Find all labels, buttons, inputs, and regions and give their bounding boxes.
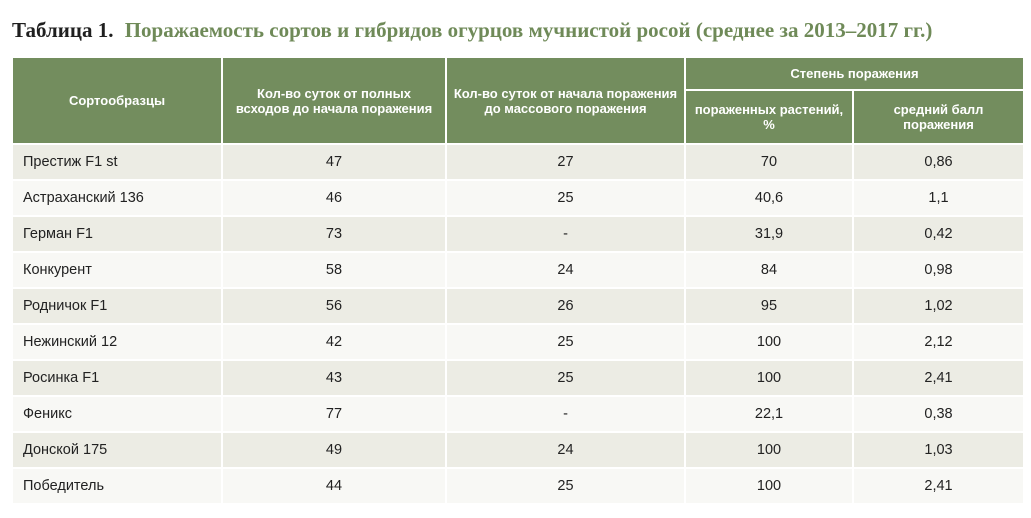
cell-days-to-start: 49 <box>223 433 445 467</box>
cell-score: 0,38 <box>854 397 1024 431</box>
cell-affected-pct: 70 <box>686 145 852 179</box>
cell-days-to-start: 73 <box>223 217 445 251</box>
cell-days-to-start: 46 <box>223 181 445 215</box>
caption-label: Таблица 1. <box>12 18 114 42</box>
table-row: Герман F1 73 - 31,9 0,42 <box>13 217 1024 251</box>
cell-variety: Астраханский 136 <box>13 181 221 215</box>
cell-days-to-mass: 25 <box>447 325 684 359</box>
cell-days-to-start: 43 <box>223 361 445 395</box>
cell-score: 0,42 <box>854 217 1024 251</box>
table-header: Сортообразцы Кол-во суток от полных всхо… <box>13 58 1024 143</box>
cell-score: 1,02 <box>854 289 1024 323</box>
cell-score: 0,86 <box>854 145 1024 179</box>
cell-affected-pct: 22,1 <box>686 397 852 431</box>
header-variety: Сортообразцы <box>13 58 221 143</box>
cell-affected-pct: 95 <box>686 289 852 323</box>
header-days-to-mass: Кол-во суток от начала поражения до масс… <box>447 58 684 143</box>
cell-affected-pct: 100 <box>686 469 852 503</box>
header-damage-degree: Степень поражения <box>686 58 1024 89</box>
cell-score: 1,1 <box>854 181 1024 215</box>
cell-variety: Конкурент <box>13 253 221 287</box>
cell-variety: Престиж F1 st <box>13 145 221 179</box>
cell-days-to-start: 77 <box>223 397 445 431</box>
cell-days-to-mass: 24 <box>447 433 684 467</box>
cell-days-to-start: 47 <box>223 145 445 179</box>
table-row: Феникс 77 - 22,1 0,38 <box>13 397 1024 431</box>
table-body: Престиж F1 st 47 27 70 0,86 Астраханский… <box>13 145 1024 503</box>
table-row: Престиж F1 st 47 27 70 0,86 <box>13 145 1024 179</box>
caption-title: Поражаемость сортов и гибридов огурцов м… <box>124 18 933 42</box>
cell-variety: Феникс <box>13 397 221 431</box>
cell-affected-pct: 31,9 <box>686 217 852 251</box>
header-affected-plants: пораженных растений, % <box>686 91 852 143</box>
table-row: Нежинский 12 42 25 100 2,12 <box>13 325 1024 359</box>
cell-variety: Росинка F1 <box>13 361 221 395</box>
cell-score: 2,41 <box>854 361 1024 395</box>
cell-affected-pct: 100 <box>686 433 852 467</box>
table-row: Конкурент 58 24 84 0,98 <box>13 253 1024 287</box>
cell-days-to-mass: 25 <box>447 469 684 503</box>
header-average-score: средний балл поражения <box>854 91 1024 143</box>
cell-variety: Родничок F1 <box>13 289 221 323</box>
cell-variety: Донской 175 <box>13 433 221 467</box>
cell-days-to-start: 58 <box>223 253 445 287</box>
cell-variety: Герман F1 <box>13 217 221 251</box>
cell-affected-pct: 84 <box>686 253 852 287</box>
cell-affected-pct: 100 <box>686 361 852 395</box>
cell-days-to-mass: 27 <box>447 145 684 179</box>
table-row: Донской 175 49 24 100 1,03 <box>13 433 1024 467</box>
cell-days-to-mass: 25 <box>447 361 684 395</box>
header-days-to-start: Кол-во суток от полных всходов до начала… <box>223 58 445 143</box>
cell-variety: Нежинский 12 <box>13 325 221 359</box>
table-row: Родничок F1 56 26 95 1,02 <box>13 289 1024 323</box>
cell-variety: Победитель <box>13 469 221 503</box>
cell-score: 0,98 <box>854 253 1024 287</box>
cell-score: 2,12 <box>854 325 1024 359</box>
cell-days-to-start: 56 <box>223 289 445 323</box>
cell-days-to-mass: 24 <box>447 253 684 287</box>
table-row: Победитель 44 25 100 2,41 <box>13 469 1024 503</box>
table-caption: Таблица 1. Поражаемость сортов и гибридо… <box>12 14 932 46</box>
cell-days-to-mass: 25 <box>447 181 684 215</box>
table-row: Астраханский 136 46 25 40,6 1,1 <box>13 181 1024 215</box>
disease-table: Сортообразцы Кол-во суток от полных всхо… <box>11 56 1025 505</box>
cell-score: 1,03 <box>854 433 1024 467</box>
cell-days-to-start: 42 <box>223 325 445 359</box>
cell-score: 2,41 <box>854 469 1024 503</box>
cell-days-to-start: 44 <box>223 469 445 503</box>
cell-affected-pct: 100 <box>686 325 852 359</box>
table-row: Росинка F1 43 25 100 2,41 <box>13 361 1024 395</box>
cell-days-to-mass: - <box>447 217 684 251</box>
cell-days-to-mass: - <box>447 397 684 431</box>
cell-affected-pct: 40,6 <box>686 181 852 215</box>
cell-days-to-mass: 26 <box>447 289 684 323</box>
